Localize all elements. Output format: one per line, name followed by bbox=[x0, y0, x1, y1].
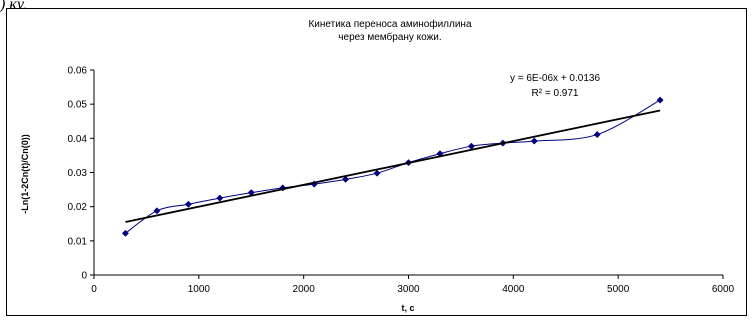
y-axis-label: -Ln(1-2Cn(t)/Cn(0)) bbox=[20, 134, 30, 213]
y-tick-label: 0.01 bbox=[68, 236, 88, 247]
chart-area: Кинетика переноса аминофиллина через мем… bbox=[6, 8, 747, 316]
y-tick-label: 0.02 bbox=[68, 202, 88, 213]
y-tick-label: 0.05 bbox=[68, 100, 88, 111]
series-line bbox=[125, 99, 661, 234]
plot-area: 0 0.01 0.02 0.03 0.04 0.05 0.06 0 1000 2000 3000 40… bbox=[68, 66, 735, 296]
data-point bbox=[216, 194, 224, 202]
trendline bbox=[125, 109, 661, 223]
trendline-equation: y = 6E-06x + 0.0136 bbox=[510, 73, 601, 84]
x-tick-label: 5000 bbox=[607, 284, 630, 295]
data-point bbox=[153, 207, 161, 215]
x-tick-label: 1000 bbox=[188, 284, 211, 295]
data-point bbox=[656, 96, 664, 104]
x-tick-label: 0 bbox=[91, 284, 97, 295]
y-tick-label: 0.03 bbox=[68, 168, 88, 179]
y-tick-label: 0 bbox=[81, 271, 87, 282]
y-tick-label: 0.06 bbox=[68, 66, 88, 77]
chart-svg: Кинетика переноса аминофиллина через мем… bbox=[20, 18, 735, 313]
data-point bbox=[373, 169, 381, 177]
chart-title-line-1: Кинетика переноса аминофиллина bbox=[308, 18, 471, 30]
data-point bbox=[593, 131, 601, 139]
chart-title-line-2: через мембрану кожи. bbox=[338, 31, 441, 43]
x-tick-label: 2000 bbox=[293, 284, 316, 295]
y-tick-label: 0.04 bbox=[68, 134, 88, 145]
x-tick-label: 4000 bbox=[502, 284, 525, 295]
data-point bbox=[342, 175, 350, 183]
x-tick-label: 3000 bbox=[397, 284, 420, 295]
data-point bbox=[184, 200, 192, 208]
data-point bbox=[530, 137, 538, 145]
x-axis-label: t, c bbox=[401, 303, 414, 313]
data-point bbox=[121, 229, 130, 237]
x-tick-label: 6000 bbox=[712, 284, 735, 295]
trendline-r-squared: R² = 0.971 bbox=[532, 88, 579, 99]
